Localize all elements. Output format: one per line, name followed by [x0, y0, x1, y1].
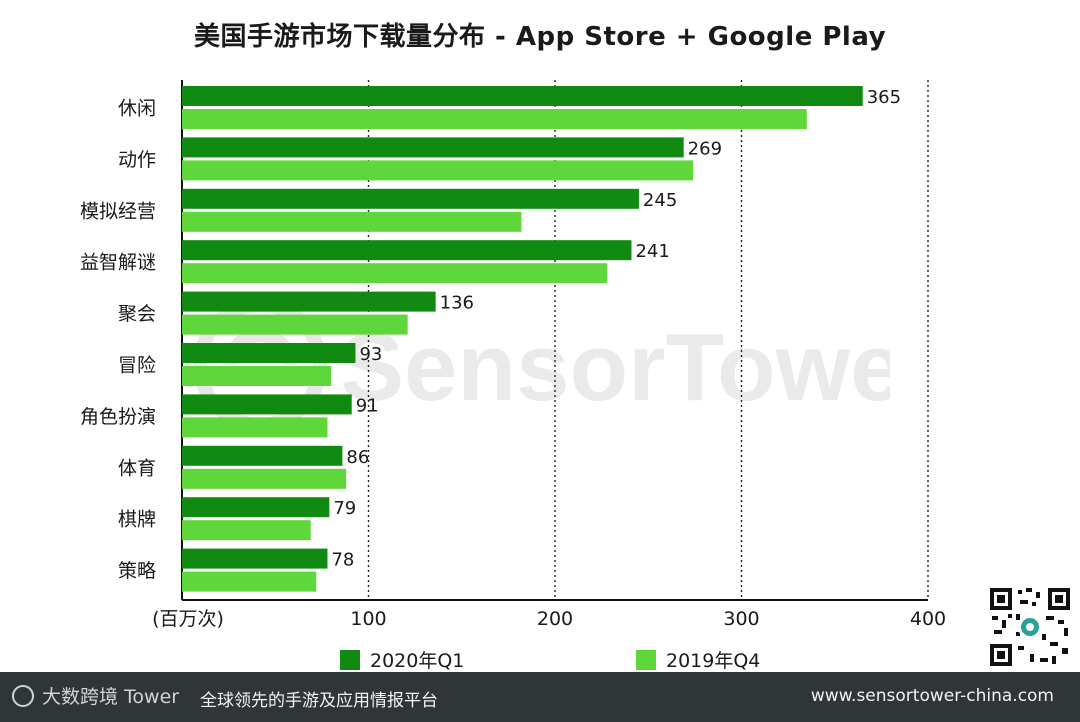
bar-2020q1-2	[182, 188, 639, 209]
qr-code	[986, 584, 1074, 670]
footer-bar: 大数跨境 Tower 全球领先的手游及应用情报平台 www.sensortowe…	[0, 672, 1080, 722]
legend-swatch-2020q1	[340, 649, 360, 670]
bar-2020q1-0	[182, 86, 863, 106]
data-label-2020q1: 365	[867, 87, 901, 108]
data-label-2020q1: 245	[643, 190, 677, 211]
bar-2019q4-8	[182, 520, 311, 541]
bar-2020q1-7	[182, 445, 343, 466]
bar-2019q4-9	[182, 571, 317, 592]
category-label: 休闲	[118, 98, 156, 120]
data-label-2020q1: 91	[356, 395, 379, 416]
bar-2020q1-1	[182, 137, 684, 158]
bar-chart: 100 200 300 400 (百万次) 365 休闲 269 动作 245 模拟经营 241 益智解…	[80, 80, 946, 630]
data-label-2020q1: 93	[359, 344, 382, 365]
legend-label-2020q1: 2020年Q1	[370, 650, 465, 672]
bar-2020q1-3	[182, 240, 632, 261]
footer-logo: 大数跨境 Tower	[12, 682, 179, 709]
legend-label-2019q4: 2019年Q4	[666, 650, 761, 672]
bar-2020q1-6	[182, 394, 352, 415]
data-label-2020q1: 269	[688, 138, 722, 159]
bar-2019q4-7	[182, 468, 347, 489]
legend-swatch-2019q4	[636, 649, 656, 670]
data-label-2020q1: 86	[346, 447, 369, 468]
category-label: 冒险	[118, 355, 156, 377]
x-tick-label: 300	[723, 608, 759, 630]
category-label: 动作	[118, 149, 156, 171]
data-label-2020q1: 241	[635, 241, 669, 262]
sensortower-logo-icon	[12, 684, 34, 707]
bar-2019q4-3	[182, 263, 608, 284]
category-label: 棋牌	[118, 509, 156, 531]
bar-2020q1-9	[182, 548, 328, 569]
footer-url[interactable]: www.sensortower-china.com	[810, 686, 1054, 706]
bar-2019q4-4	[182, 314, 408, 335]
x-tick-label: 200	[537, 608, 573, 630]
chart-title: 美国手游市场下载量分布 - App Store + Google Play	[193, 22, 887, 52]
category-label: 角色扮演	[80, 406, 156, 428]
legend-2019q4: 2019年Q4	[636, 646, 760, 673]
category-label: 聚会	[118, 303, 156, 325]
category-label: 体育	[118, 457, 156, 479]
x-tick-label: 400	[910, 608, 946, 630]
legend-2020q1: 2020年Q1	[340, 646, 464, 673]
category-label: 策略	[118, 560, 156, 582]
x-axis-unit-label: (百万次)	[152, 608, 224, 630]
category-label: 模拟经营	[80, 200, 156, 222]
data-label-2020q1: 78	[331, 550, 354, 571]
bar-2019q4-2	[182, 211, 522, 232]
bar-2020q1-5	[182, 343, 356, 363]
category-label: 益智解谜	[80, 252, 156, 274]
bar-2019q4-0	[182, 109, 807, 129]
bar-2019q4-6	[182, 417, 328, 438]
bar-2019q4-5	[182, 366, 332, 386]
bar-2019q4-1	[182, 160, 694, 181]
data-label-2020q1: 136	[440, 293, 474, 314]
data-label-2020q1: 79	[333, 498, 356, 519]
footer-logo-text: 大数跨境 Tower	[42, 686, 180, 708]
x-tick-label: 100	[350, 608, 386, 630]
footer-slogan: 全球领先的手游及应用情报平台	[200, 691, 438, 711]
bar-2020q1-4	[182, 291, 436, 312]
bar-2020q1-8	[182, 497, 330, 518]
